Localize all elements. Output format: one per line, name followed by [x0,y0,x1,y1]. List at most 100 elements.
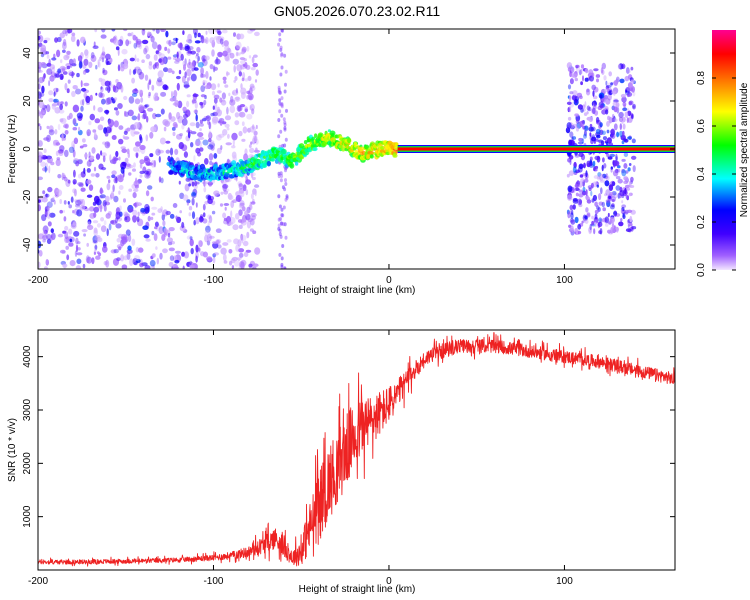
noise-blob [611,198,615,202]
noise-blob [624,184,631,188]
noise-blob [84,153,88,158]
noise-blob [219,38,224,45]
noise-blob [567,211,571,219]
noise-blob [283,89,287,94]
noise-blob [613,115,616,122]
noise-blob [622,101,627,107]
noise-blob [71,140,75,149]
noise-blob [165,140,171,144]
noise-blob [134,184,139,189]
noise-blob [228,92,231,97]
noise-blob [154,226,158,230]
noise-blob [239,190,245,198]
noise-blob [585,88,591,96]
noise-blob [627,117,633,123]
noise-blob [193,155,196,162]
noise-blob [88,120,92,126]
noise-blob [48,90,54,96]
noise-blob [64,101,68,107]
noise-blob [278,37,282,42]
noise-blob [577,223,582,230]
noise-blob [278,98,282,103]
noise-blob [209,160,213,166]
noise-blob [90,54,97,63]
noise-blob [67,201,70,205]
noise-blob [597,207,601,212]
noise-blob [238,183,244,190]
noise-blob [606,137,613,144]
noise-blob [154,221,159,228]
noise-blob [566,101,572,106]
noise-blob [190,73,197,82]
noise-blob [72,58,76,65]
colorbar-ticks: 0.0 0.2 0.4 0.6 0.8 [696,71,736,277]
noise-blob [622,116,626,123]
noise-blob [181,118,188,126]
noise-blob [38,233,44,240]
noise-blob [149,153,154,158]
noise-blob [139,170,145,175]
noise-blob [151,212,156,216]
noise-blob [48,165,51,174]
noise-blob [195,202,198,208]
noise-blob [623,180,629,185]
noise-blob [186,62,194,69]
noise-blob [132,168,136,172]
noise-blob [278,32,282,37]
noise-blob [593,100,597,107]
noise-blob [42,190,46,195]
noise-blob [68,70,73,75]
noise-blob [214,103,218,111]
noise-blob [54,129,58,135]
noise-blob [208,132,213,140]
noise-blob [55,159,61,167]
noise-blob [222,242,229,246]
noise-blob [250,141,253,145]
noise-blob [97,237,103,243]
noise-blob [42,238,46,243]
noise-blob [234,76,238,81]
noise-blob [93,206,100,213]
signal-blob [266,160,271,167]
noise-blob [598,193,602,201]
noise-blob [254,188,257,197]
noise-blob [610,196,616,203]
noise-blob [122,234,129,243]
noise-blob [208,130,212,139]
noise-blob [147,82,150,90]
noise-blob [175,250,181,254]
noise-blob [277,118,281,122]
noise-blob [100,86,103,90]
noise-blob [98,252,102,257]
noise-blob [625,68,631,74]
noise-blob [186,68,192,77]
noise-blob [284,168,287,173]
noise-blob [285,108,288,113]
noise-blob [612,170,619,177]
noise-blob [131,238,136,246]
noise-blob [91,257,95,265]
noise-blob [238,209,243,217]
noise-blob [238,224,243,229]
noise-blob [212,256,216,264]
noise-blob [621,169,627,177]
noise-blob [110,219,117,225]
noise-blob [44,105,47,109]
y-tick-label: 3000 [22,398,33,421]
x-tick-label: 100 [556,275,573,286]
noise-blob [128,208,134,213]
noise-blob [192,93,199,98]
noise-blob [181,251,186,257]
noise-blob [64,231,69,240]
noise-blob [280,213,284,218]
noise-blob [281,29,284,33]
noise-blob [182,46,185,51]
noise-blob [123,95,128,101]
noise-blob [143,111,147,120]
noise-blob [241,236,244,244]
noise-blob [190,247,194,255]
noise-blob [105,126,112,134]
x-tick-label: -200 [28,275,48,286]
noise-blob [280,262,284,267]
